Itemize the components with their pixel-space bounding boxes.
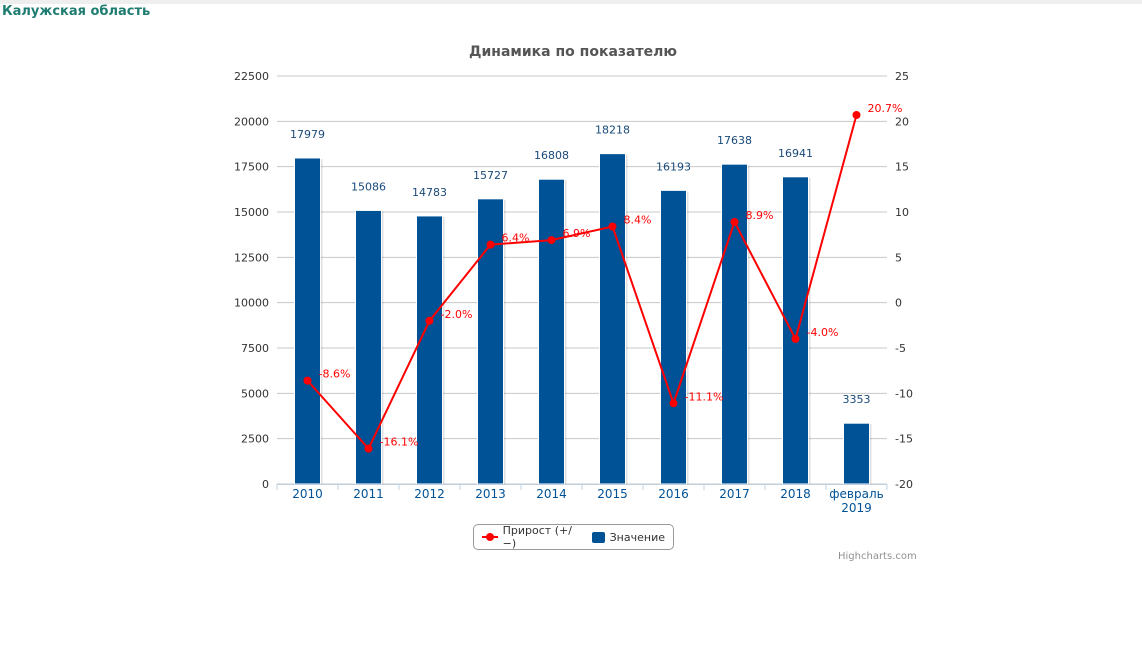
bar-data-label: 17979 bbox=[290, 128, 325, 141]
x-axis-category-label: 2010 bbox=[292, 487, 323, 501]
region-title: Калужская область bbox=[2, 4, 151, 19]
x-axis-category-label: 2011 bbox=[353, 487, 384, 501]
legend-label-growth: Прирост (+/−) bbox=[502, 524, 572, 550]
line-point bbox=[730, 217, 739, 226]
right-axis-tick-label: -20 bbox=[895, 478, 913, 491]
right-axis-tick-label: 0 bbox=[895, 297, 902, 310]
right-axis-tick-label: -15 bbox=[895, 433, 913, 446]
line-data-label: 6.9% bbox=[563, 227, 591, 240]
bar-data-label: 16808 bbox=[534, 149, 569, 162]
legend-label-value: Значение bbox=[609, 530, 665, 544]
bar bbox=[782, 176, 809, 485]
left-axis-tick-label: 17500 bbox=[234, 161, 269, 174]
x-axis-category-label: 2015 bbox=[597, 487, 628, 501]
legend-item-growth[interactable]: Прирост (+/−) bbox=[482, 524, 584, 550]
bar bbox=[660, 189, 687, 485]
right-axis-tick-label: -10 bbox=[895, 387, 913, 400]
right-axis-tick-label: 15 bbox=[895, 161, 909, 174]
legend: Прирост (+/−) Значение bbox=[473, 524, 674, 550]
line-data-label: 8.4% bbox=[624, 214, 652, 227]
x-axis-category-label: 2018 bbox=[780, 487, 811, 501]
x-axis-category-label: 2016 bbox=[658, 487, 689, 501]
x-axis: 2010 2011 2012 2013 2014 2015 2016 2017 2018 февр… bbox=[276, 484, 888, 515]
bar-data-label: 15727 bbox=[473, 169, 508, 182]
left-axis-tick-label: 2500 bbox=[241, 433, 269, 446]
bar-series bbox=[294, 153, 872, 485]
bar-data-label: 3353 bbox=[843, 393, 871, 406]
x-axis-category-label: 2012 bbox=[414, 487, 445, 501]
top-bar bbox=[0, 0, 1142, 4]
line-point bbox=[852, 110, 861, 119]
right-axis-tick-label: 5 bbox=[895, 251, 902, 264]
right-axis-tick-label: 25 bbox=[895, 70, 909, 83]
line-point bbox=[303, 376, 312, 385]
left-axis-tick-label: 10000 bbox=[234, 297, 269, 310]
bar-data-label: 17638 bbox=[717, 134, 752, 147]
bar-data-label: 18218 bbox=[595, 124, 630, 137]
x-axis-category-label: февраль 2019 bbox=[829, 487, 883, 515]
left-axis-tick-label: 7500 bbox=[241, 342, 269, 355]
line-data-label: -16.1% bbox=[380, 436, 419, 449]
line-point bbox=[791, 334, 800, 343]
x-axis-category-label: 2014 bbox=[536, 487, 567, 501]
bar bbox=[843, 422, 870, 485]
line-data-label: -11.1% bbox=[685, 390, 724, 403]
left-axis-tick-label: 5000 bbox=[241, 387, 269, 400]
bar bbox=[416, 215, 443, 485]
line-point bbox=[364, 444, 373, 453]
line-data-label: -2.0% bbox=[441, 308, 473, 321]
bar-data-label: 14783 bbox=[412, 186, 447, 199]
x-axis-category-label: 2017 bbox=[719, 487, 750, 501]
line-point bbox=[425, 316, 434, 325]
legend-bar-marker-icon bbox=[591, 531, 605, 543]
line-point bbox=[547, 236, 556, 245]
bar-data-label: 16941 bbox=[778, 147, 813, 160]
legend-line-marker-icon bbox=[482, 533, 498, 541]
left-axis-tick-label: 12500 bbox=[234, 251, 269, 264]
left-axis: 0 2500 5000 7500 10000 12500 15000 17500 20000 22… bbox=[234, 70, 269, 491]
x-axis-category-label: 2013 bbox=[475, 487, 506, 501]
line-point bbox=[669, 399, 678, 408]
left-axis-tick-label: 20000 bbox=[234, 115, 269, 128]
legend-item-value[interactable]: Значение bbox=[591, 530, 665, 544]
bar bbox=[294, 157, 321, 485]
right-axis-tick-label: 10 bbox=[895, 206, 909, 219]
line-data-label: 20.7% bbox=[868, 102, 903, 115]
left-axis-tick-label: 15000 bbox=[234, 206, 269, 219]
line-point bbox=[608, 222, 617, 231]
bar-data-label: 15086 bbox=[351, 180, 386, 193]
line-point bbox=[486, 240, 495, 249]
bar bbox=[538, 178, 565, 485]
left-axis-tick-label: 22500 bbox=[234, 70, 269, 83]
line-data-label: 8.9% bbox=[746, 209, 774, 222]
right-axis-tick-label: 20 bbox=[895, 115, 909, 128]
bar-data-labels: 17979 15086 14783 15727 16808 18218 16193 17638… bbox=[290, 124, 871, 407]
bar bbox=[355, 209, 382, 485]
bar bbox=[599, 153, 626, 485]
left-axis-tick-label: 0 bbox=[262, 478, 269, 491]
bar bbox=[721, 163, 748, 485]
bar-data-label: 16193 bbox=[656, 160, 691, 173]
right-axis: -20 -15 -10 -5 0 5 10 15 20 25 bbox=[895, 70, 913, 491]
line-path bbox=[306, 114, 858, 451]
right-axis-tick-label: -5 bbox=[895, 342, 906, 355]
line-data-label: -8.6% bbox=[319, 368, 351, 381]
line-data-label: 6.4% bbox=[502, 232, 530, 245]
credits-link[interactable]: Highcharts.com bbox=[838, 551, 917, 562]
line-series: -8.6% -16.1% -2.0% 6.4% 6.9% 8.4% -11.1% 8.9% -4… bbox=[303, 102, 903, 453]
line-data-label: -4.0% bbox=[807, 326, 839, 339]
chart-title: Динамика по показателю bbox=[469, 44, 677, 60]
